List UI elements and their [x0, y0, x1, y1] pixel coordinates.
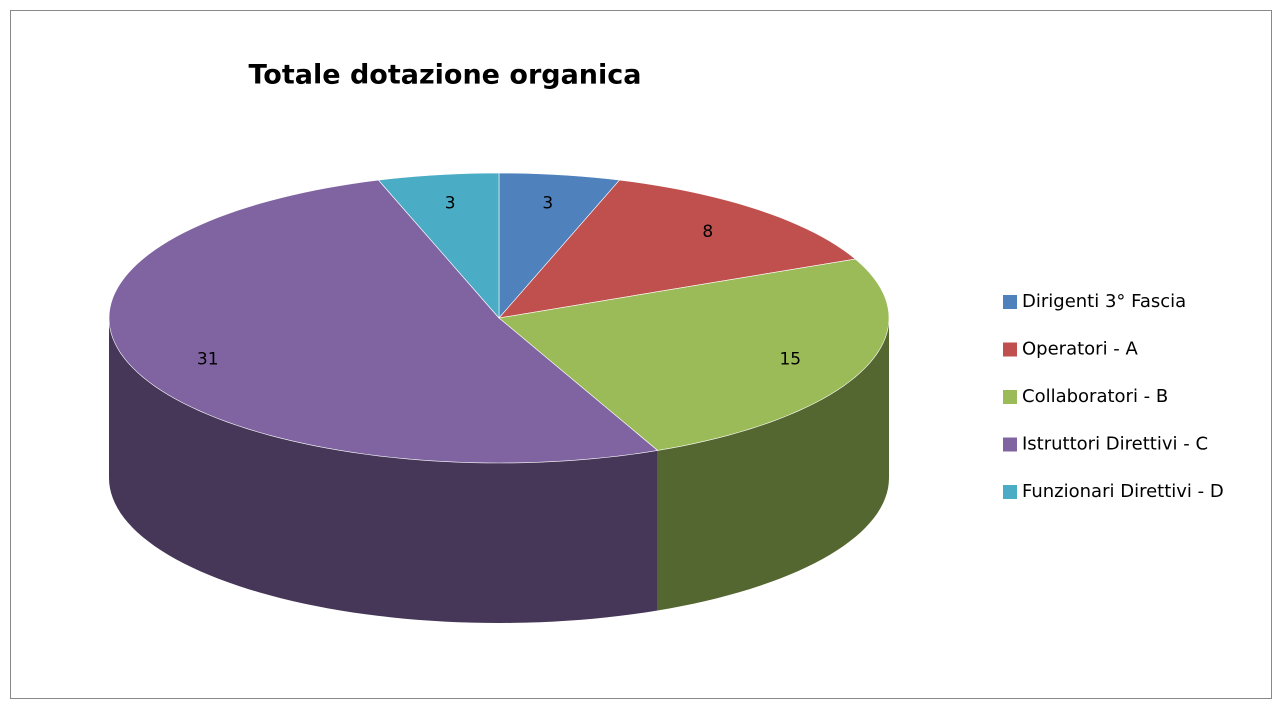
data-label: 3 [445, 193, 456, 213]
data-label: 8 [702, 222, 713, 242]
legend-label: Istruttori Direttivi - C [1022, 434, 1208, 455]
data-label: 15 [779, 350, 801, 370]
pie-side [657, 318, 889, 611]
legend-label: Funzionari Direttivi - D [1022, 481, 1224, 502]
pie-slice [498, 258, 890, 451]
legend-swatch [1003, 390, 1017, 404]
data-label: 31 [197, 350, 219, 370]
data-label: 3 [542, 193, 553, 213]
pie-slice [108, 179, 659, 464]
legend-swatch [1003, 342, 1017, 357]
legend-label: Dirigenti 3° Fascia [1022, 291, 1186, 312]
legend-swatch [1003, 485, 1017, 499]
chart-title: Totale dotazione organica [248, 60, 641, 91]
legend-swatch [1003, 437, 1017, 452]
legend-swatch [1003, 295, 1017, 309]
pie-slice [377, 172, 500, 319]
legend-label: Operatori - A [1022, 339, 1139, 360]
pie-slice [498, 172, 621, 319]
pie-slice [498, 179, 856, 319]
legend-label: Collaboratori - B [1022, 386, 1168, 407]
pie-side [109, 318, 658, 623]
